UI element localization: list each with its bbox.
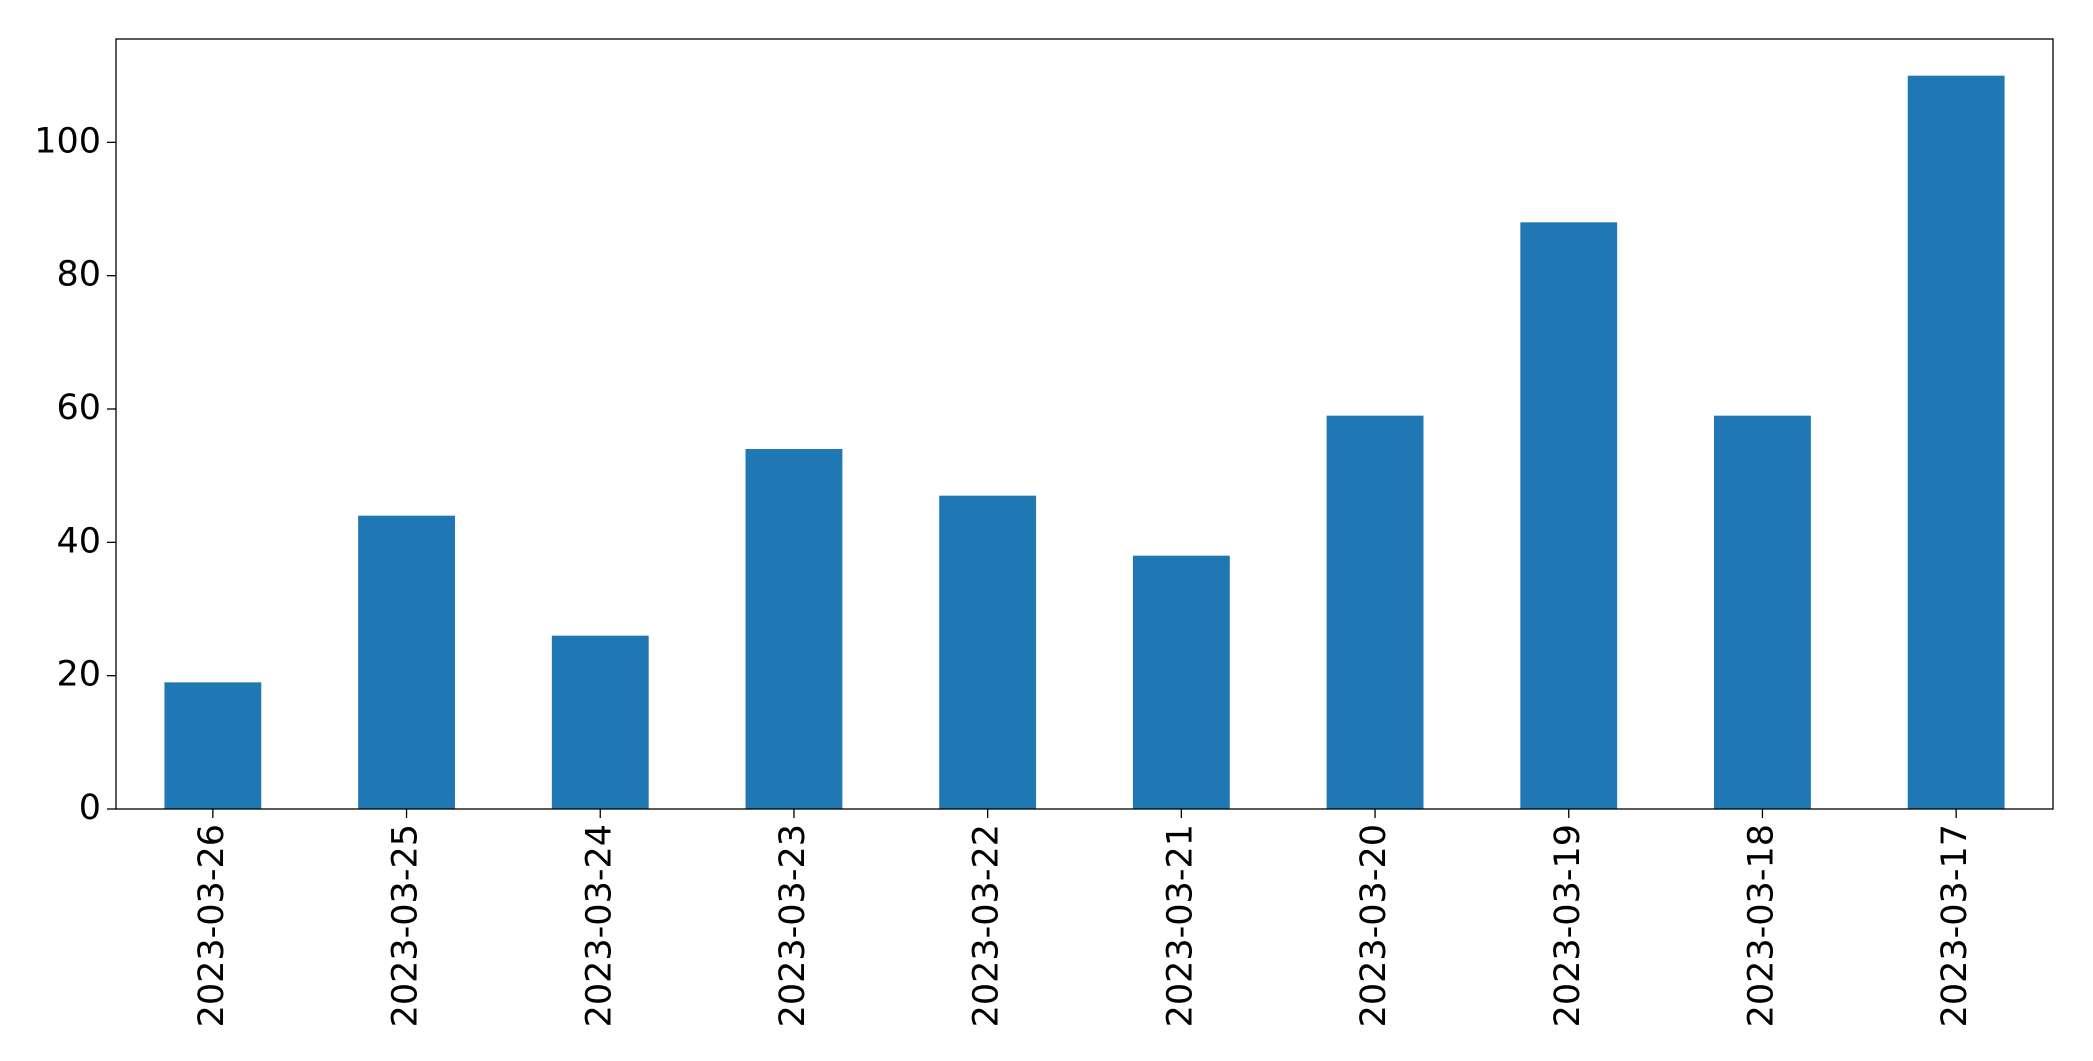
x-tick-label: 2023-03-20 — [1354, 824, 1394, 1027]
bar — [939, 495, 1037, 809]
axes-frame — [115, 38, 2054, 810]
bar — [358, 515, 455, 809]
y-tick-label: 0 — [79, 788, 101, 828]
x-tick-label: 2023-03-17 — [1935, 824, 1975, 1027]
y-tick-label: 60 — [56, 388, 101, 428]
x-tick-label: 2023-03-22 — [967, 824, 1007, 1027]
bar — [1714, 415, 1811, 809]
x-tick-label: 2023-03-18 — [1741, 824, 1781, 1027]
y-tick-label: 80 — [56, 255, 101, 295]
y-tick-label: 100 — [34, 121, 101, 161]
bar — [1132, 555, 1230, 809]
bar — [1326, 415, 1424, 809]
x-tick-label: 2023-03-21 — [1160, 824, 1200, 1027]
y-tick-label: 20 — [56, 655, 101, 695]
bar — [1907, 75, 2005, 809]
x-tick-label: 2023-03-26 — [192, 824, 232, 1027]
x-tick-label: 2023-03-19 — [1548, 824, 1588, 1027]
bar — [164, 682, 262, 809]
bar — [1520, 222, 1618, 810]
bar — [551, 635, 649, 809]
x-tick-label: 2023-03-25 — [386, 824, 426, 1027]
y-tick-label: 40 — [56, 521, 101, 561]
bar — [745, 449, 843, 809]
x-tick-label: 2023-03-24 — [579, 824, 619, 1027]
x-tick-label: 2023-03-23 — [773, 824, 813, 1027]
